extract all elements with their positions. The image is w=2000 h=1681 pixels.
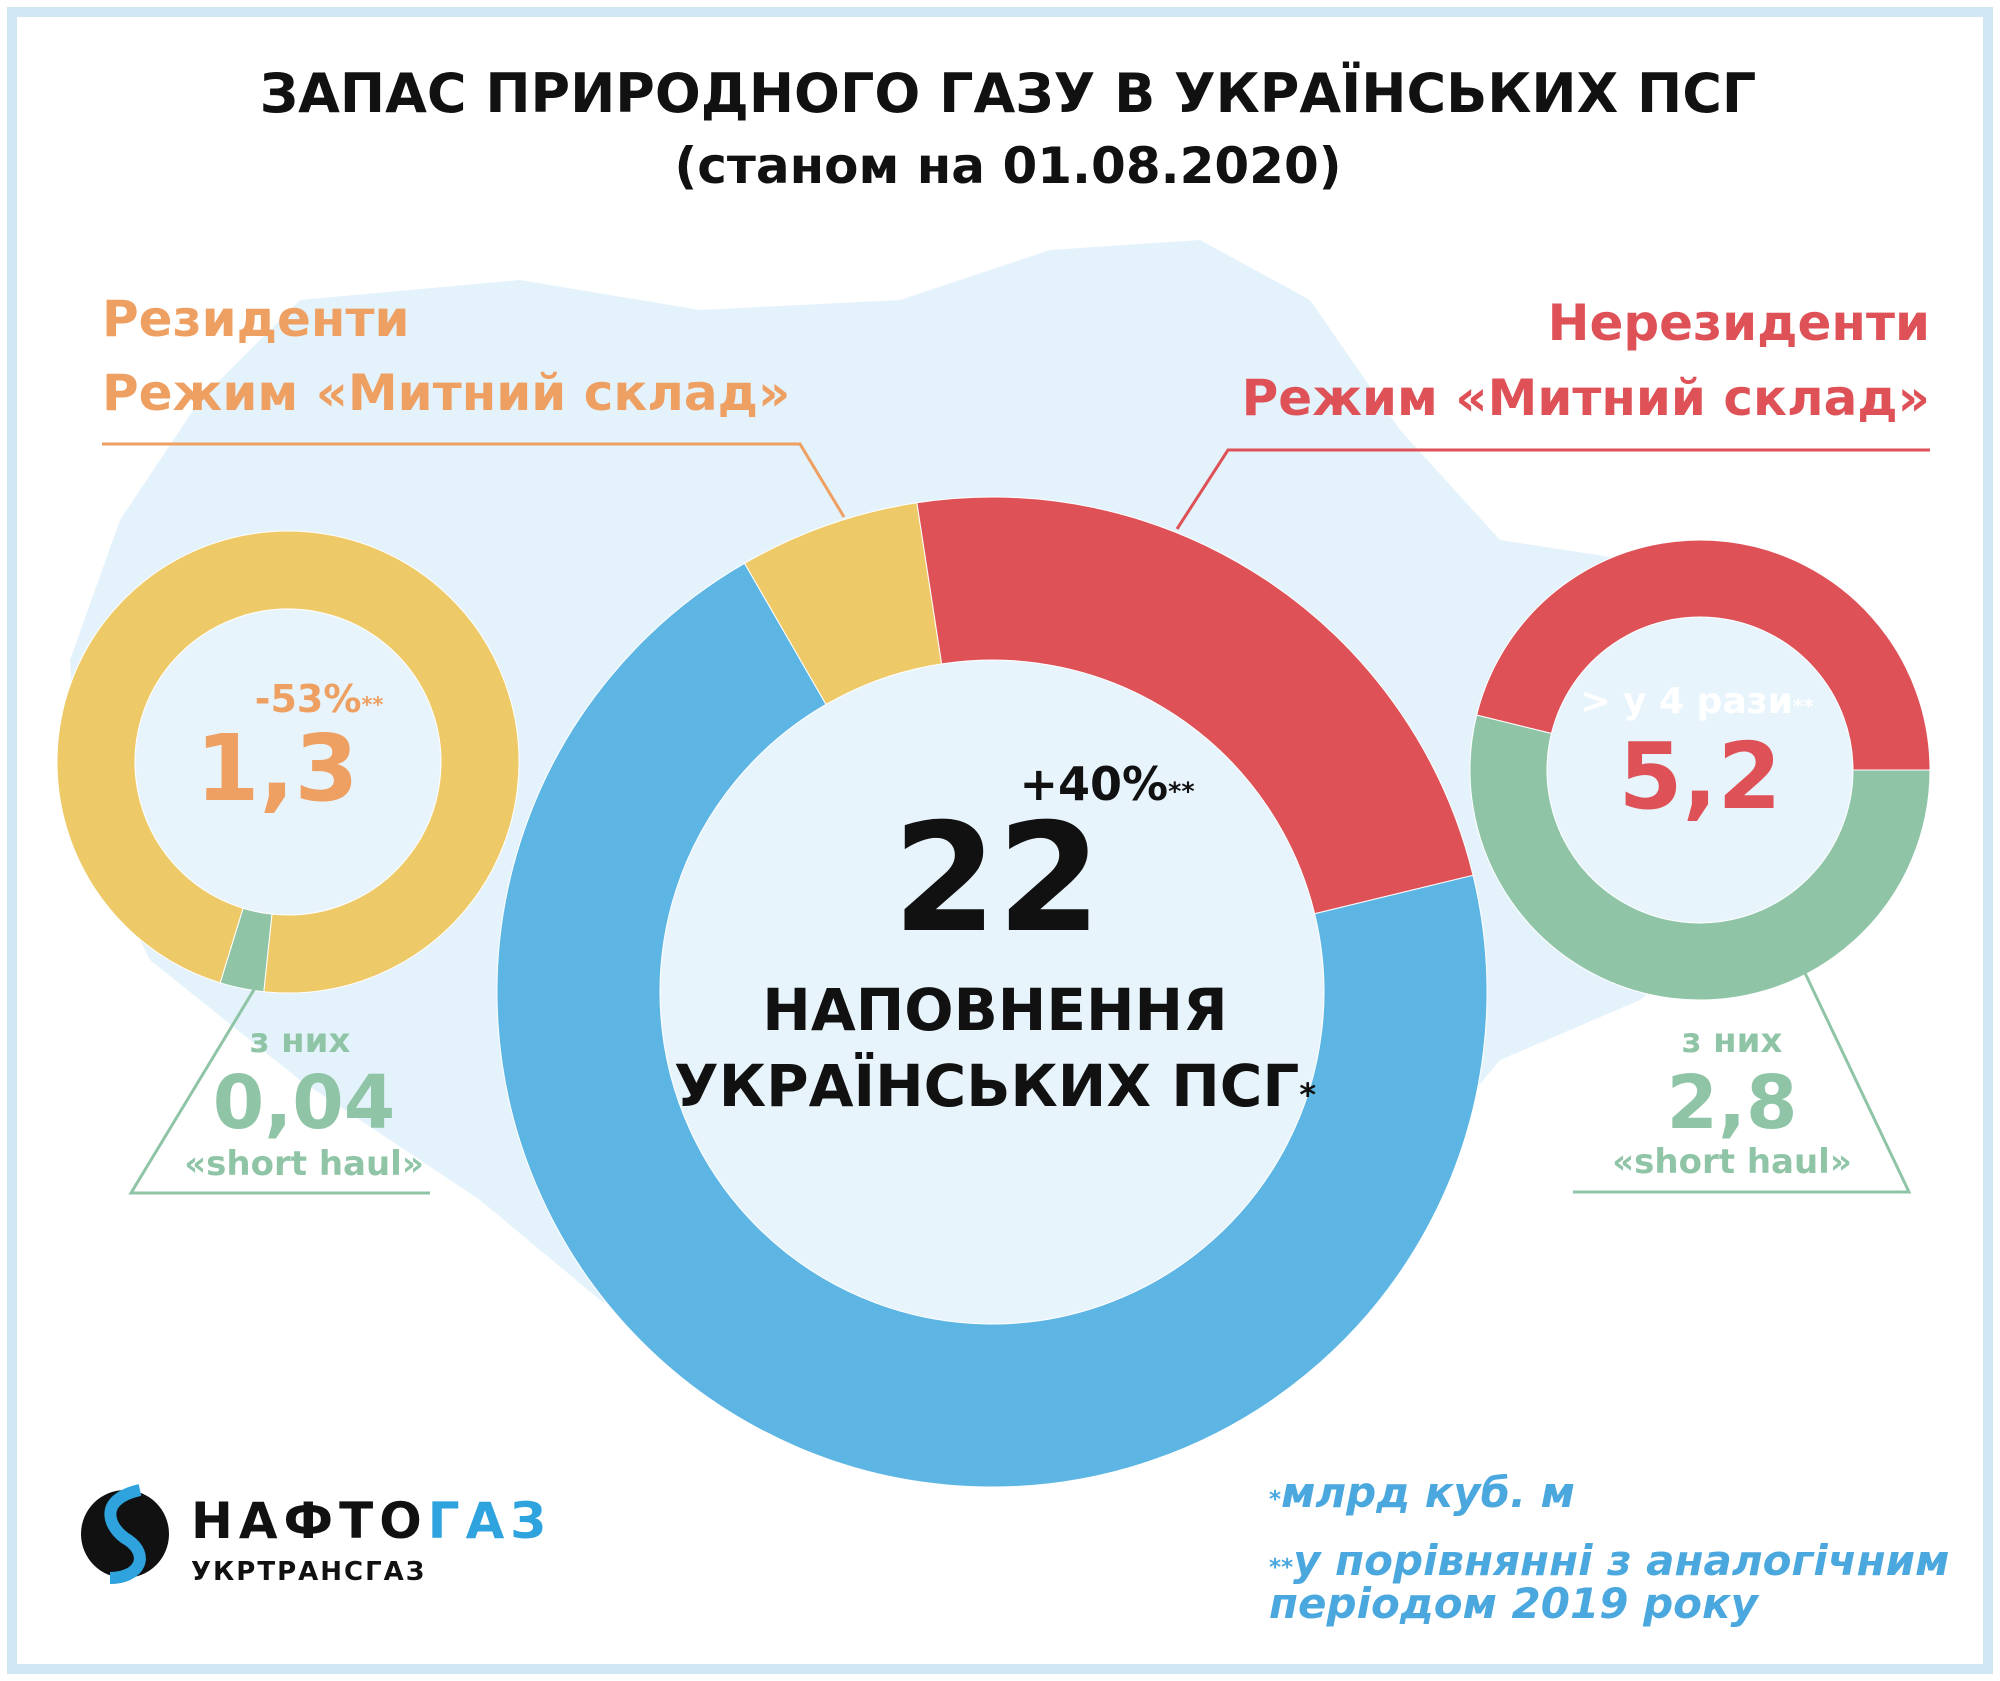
nonresidents-short-haul-line [1573,972,1912,1194]
main-donut-slice-1 [916,496,1474,915]
residents-short-haul-value: 0,04 [213,1060,396,1146]
center-line2: УКРАЇНСЬКИХ ПСГ* [674,1051,1316,1120]
right-donut-slice-1 [1476,539,1931,771]
center-value: 22 [893,792,1102,966]
center-line1: НАПОВНЕННЯ [762,976,1227,1044]
residents-label: Резиденти [102,290,410,348]
nonresidents-of-which: з них [1682,1021,1783,1061]
nonresidents-short-haul-value: 2,8 [1666,1060,1797,1146]
residents-leader-line [102,442,846,518]
title: ЗАПАС ПРИРОДНОГО ГАЗУ В УКРАЇНСЬКИХ ПСГ [260,62,1757,125]
nonresidents-label: Нерезиденти [1548,294,1930,352]
naftogaz-logo: НАФТОГАЗ УКРТРАНСГАЗ [81,1484,552,1587]
main-donut-hole [660,660,1324,1324]
nonresidents-change: > у 4 рази** [1580,681,1813,722]
left-donut-hole [135,609,441,915]
main-donut [496,496,1488,1488]
center-change: +40%** [1019,757,1194,811]
nonresidents-donut [1469,539,1931,1001]
residents-change: -53%** [255,677,384,721]
logo-wave-icon [104,1484,146,1584]
footnote-comparison-1: **у порівнянні з аналогічним [1269,1536,1949,1585]
residents-donut [56,530,520,994]
nonresidents-value: 5,2 [1619,723,1782,830]
residents-regime-label: Режим «Митний склад» [102,364,790,422]
left-donut-slice-1 [56,530,520,994]
footnote-comparison-2: періодом 2019 року [1269,1579,1759,1628]
residents-short-haul-line [128,987,430,1195]
nonresidents-regime-label: Режим «Митний склад» [1242,369,1930,427]
residents-of-which: з них [250,1021,351,1061]
right-donut-slice-0 [1469,714,1931,1001]
footnote-units: *млрд куб. м [1269,1468,1575,1517]
subtitle: (станом на 01.08.2020) [674,137,1341,195]
nonresidents-short-haul-label: «short haul» [1612,1142,1852,1182]
residents-short-haul-label: «short haul» [184,1144,424,1184]
right-donut-hole [1547,617,1853,923]
nonresidents-leader-line [1175,448,1930,530]
logo-name: НАФТОГАЗ [191,1492,552,1550]
residents-value: 1,3 [196,715,359,822]
logo-subtitle: УКРТРАНСГАЗ [191,1557,426,1587]
main-donut-slice-2 [496,562,1488,1488]
